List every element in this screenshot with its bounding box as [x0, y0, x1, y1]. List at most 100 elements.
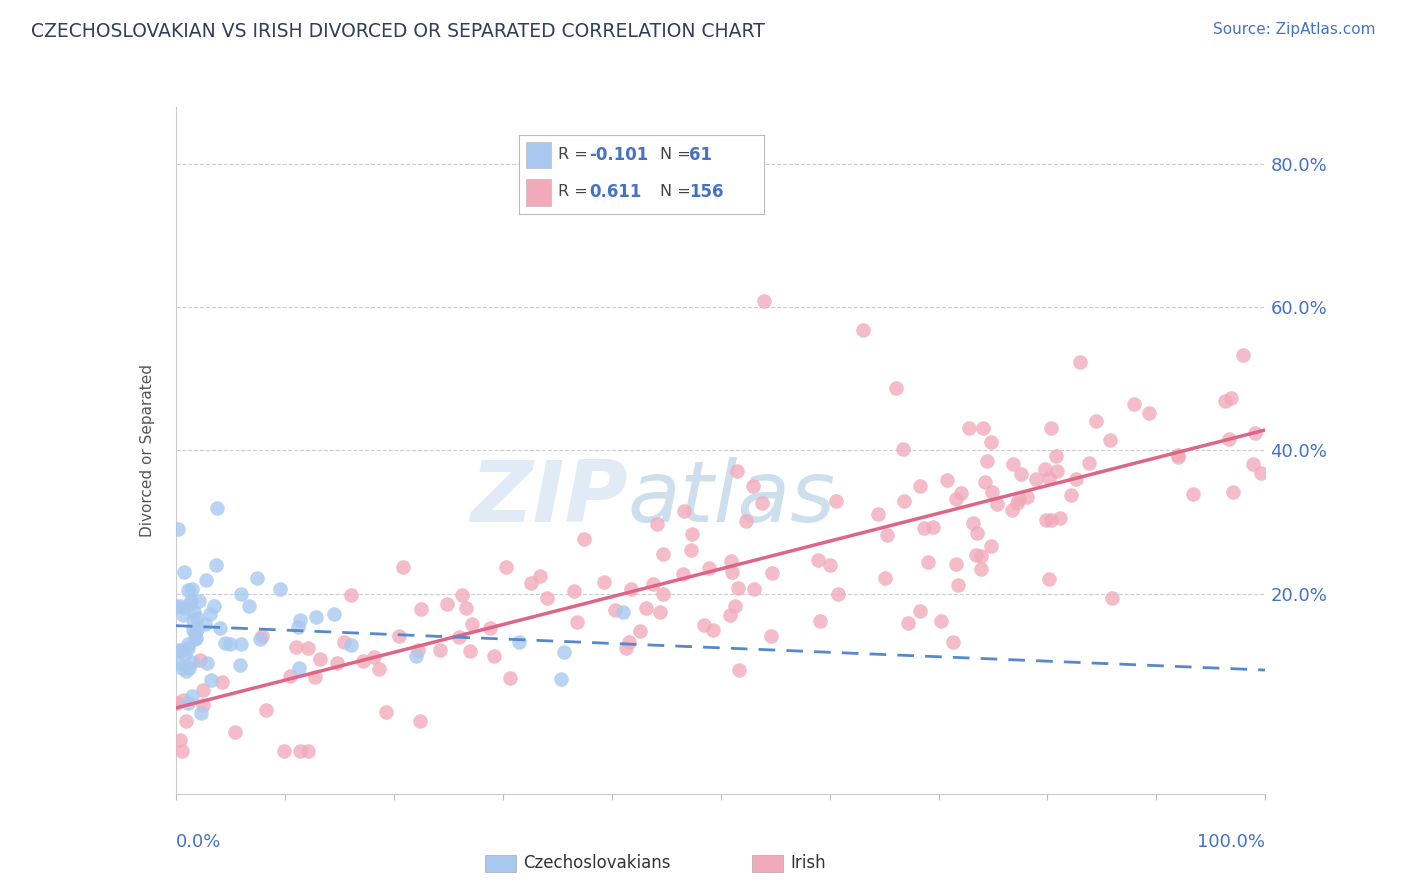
Point — [693, 618, 716, 632]
Point — [188, 653, 211, 667]
Text: R =: R = — [558, 185, 588, 199]
Point — [1002, 457, 1025, 471]
Text: R =: R = — [558, 147, 588, 162]
Point — [409, 602, 432, 616]
Point — [170, 744, 193, 758]
Point — [179, 597, 201, 611]
Point — [699, 561, 721, 575]
Point — [374, 705, 396, 719]
Point — [214, 636, 236, 650]
Point — [211, 675, 233, 690]
Point — [1025, 472, 1047, 486]
Point — [1035, 513, 1057, 527]
Point — [181, 689, 204, 703]
Point — [176, 696, 198, 710]
Point — [945, 492, 967, 507]
Point — [1001, 503, 1024, 517]
Point — [520, 576, 543, 591]
Point — [498, 672, 520, 686]
Point — [1101, 591, 1123, 606]
Point — [184, 632, 207, 646]
Point — [482, 648, 505, 663]
Point — [409, 714, 432, 728]
Point — [193, 698, 215, 713]
Point — [603, 603, 626, 617]
Point — [917, 555, 939, 569]
Point — [1244, 425, 1267, 440]
Point — [957, 421, 980, 435]
Point — [165, 599, 187, 613]
Point — [392, 560, 415, 574]
Point — [1069, 355, 1091, 369]
Point — [1250, 466, 1272, 480]
Point — [724, 599, 747, 613]
Point — [572, 532, 595, 546]
Point — [1045, 449, 1067, 463]
Point — [288, 661, 311, 675]
Point — [339, 588, 361, 602]
Point — [174, 714, 197, 728]
Point — [169, 599, 191, 614]
Point — [936, 473, 959, 487]
Point — [461, 617, 484, 632]
Point — [721, 566, 744, 580]
Point — [946, 578, 969, 592]
Point — [672, 567, 695, 582]
Point — [181, 655, 204, 669]
Point — [205, 500, 228, 515]
Point — [174, 647, 197, 661]
Point — [209, 621, 232, 635]
Point — [249, 632, 271, 646]
Point — [219, 637, 242, 651]
Text: N =: N = — [659, 147, 690, 162]
Point — [1015, 490, 1038, 504]
Point — [912, 520, 935, 534]
Point — [725, 464, 748, 478]
Point — [172, 661, 194, 675]
Point — [929, 614, 952, 628]
Point — [718, 608, 741, 623]
Point — [973, 475, 995, 489]
Point — [508, 635, 530, 649]
Point — [681, 527, 703, 541]
Point — [273, 744, 295, 758]
Point — [1137, 406, 1160, 420]
Point — [190, 706, 212, 720]
Point — [728, 663, 751, 677]
Point — [1077, 456, 1099, 470]
Point — [1085, 414, 1108, 428]
Point — [429, 642, 451, 657]
Point — [297, 744, 319, 758]
Point — [1007, 496, 1029, 510]
Point — [636, 601, 658, 615]
Point — [986, 497, 1008, 511]
Point — [167, 522, 190, 536]
Point — [827, 587, 849, 601]
Point — [761, 629, 783, 643]
Point — [1060, 488, 1083, 502]
Point — [949, 485, 972, 500]
Text: Czechoslovakians: Czechoslovakians — [523, 855, 671, 872]
Point — [945, 557, 967, 571]
Point — [643, 577, 665, 591]
Point — [183, 632, 205, 646]
Point — [942, 634, 965, 648]
Point — [183, 627, 205, 641]
Point — [238, 599, 260, 613]
Y-axis label: Divorced or Separated: Divorced or Separated — [141, 364, 155, 537]
Point — [368, 662, 391, 676]
Point — [340, 638, 363, 652]
Point — [970, 549, 993, 563]
Point — [965, 548, 987, 562]
Point — [333, 635, 356, 649]
Point — [172, 692, 194, 706]
Point — [405, 649, 427, 664]
Point — [650, 605, 672, 619]
Point — [447, 630, 470, 644]
Point — [679, 542, 702, 557]
Point — [808, 614, 831, 628]
Point — [254, 703, 277, 717]
Point — [170, 642, 193, 657]
Point — [652, 547, 675, 561]
Point — [922, 520, 945, 534]
